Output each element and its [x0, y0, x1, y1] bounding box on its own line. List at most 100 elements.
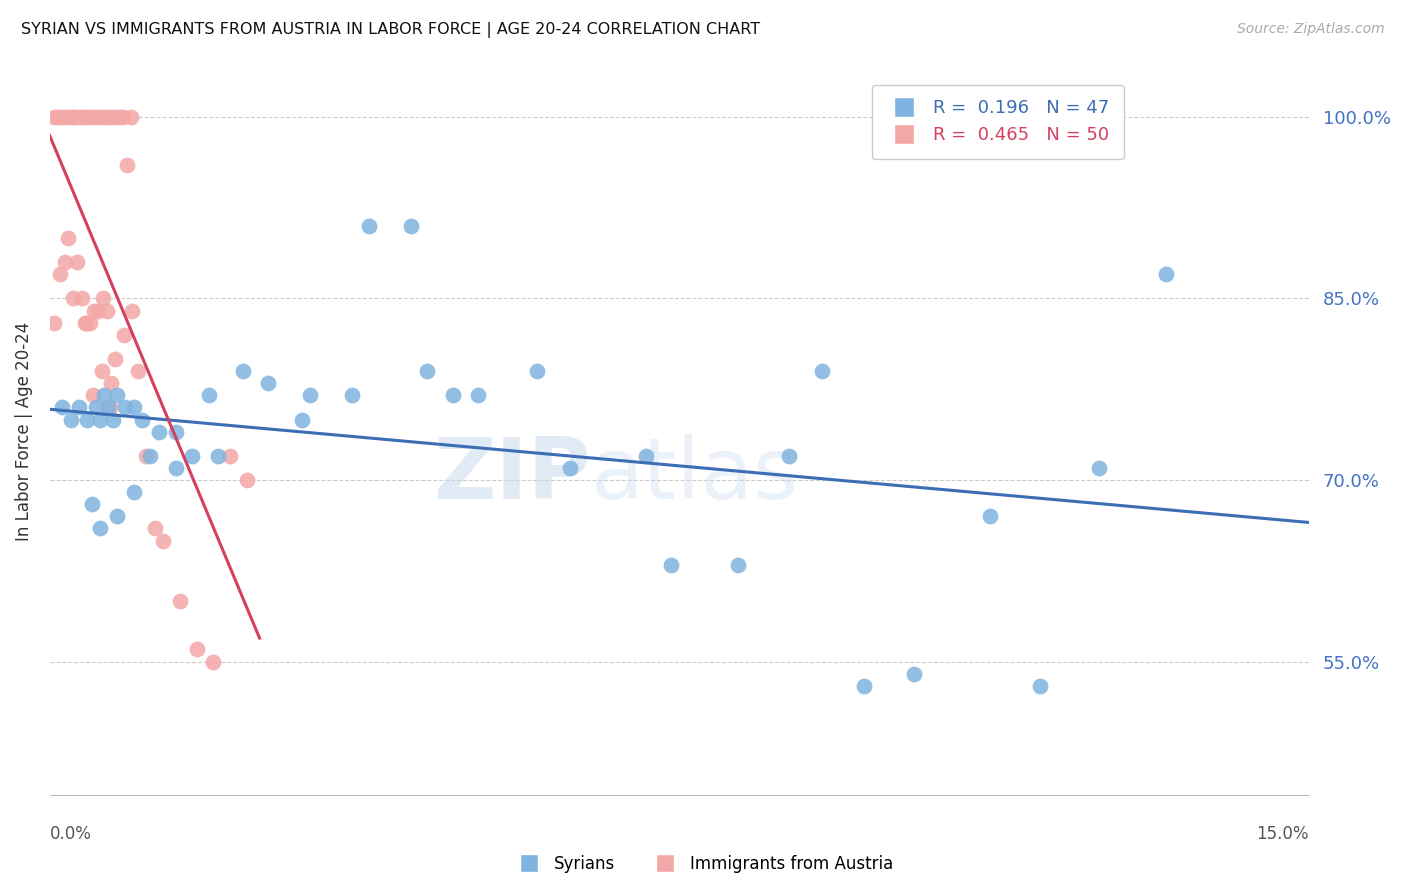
- Point: [76, 412, 98, 426]
- Point: [114, 401, 136, 415]
- Point: [62, 110, 84, 124]
- Point: [127, 364, 149, 378]
- Text: atlas: atlas: [592, 434, 799, 516]
- Y-axis label: In Labor Force | Age 20-24: In Labor Force | Age 20-24: [15, 322, 32, 541]
- Point: [416, 364, 439, 378]
- Point: [441, 388, 464, 402]
- Point: [526, 364, 548, 378]
- Point: [165, 425, 187, 439]
- Point: [148, 425, 170, 439]
- Point: [778, 449, 800, 463]
- Point: [120, 110, 142, 124]
- Text: 15.0%: 15.0%: [1257, 825, 1309, 843]
- Point: [62, 292, 84, 306]
- Point: [290, 412, 312, 426]
- Point: [399, 219, 422, 233]
- Legend: R =  0.196   N = 47, R =  0.465   N = 50: R = 0.196 N = 47, R = 0.465 N = 50: [872, 85, 1123, 159]
- Point: [357, 219, 380, 233]
- Point: [104, 110, 127, 124]
- Point: [202, 655, 225, 669]
- Point: [93, 388, 115, 402]
- Point: [105, 509, 128, 524]
- Point: [98, 110, 121, 124]
- Point: [98, 401, 121, 415]
- Point: [811, 364, 834, 378]
- Point: [107, 110, 129, 124]
- Point: [66, 255, 89, 269]
- Point: [87, 303, 110, 318]
- Point: [1088, 461, 1111, 475]
- Point: [979, 509, 1001, 524]
- Point: [73, 316, 96, 330]
- Point: [82, 110, 104, 124]
- Point: [59, 110, 82, 124]
- Point: [82, 388, 104, 402]
- Point: [135, 449, 157, 463]
- Point: [59, 412, 82, 426]
- Point: [634, 449, 657, 463]
- Point: [143, 521, 166, 535]
- Text: SYRIAN VS IMMIGRANTS FROM AUSTRIA IN LABOR FORCE | AGE 20-24 CORRELATION CHART: SYRIAN VS IMMIGRANTS FROM AUSTRIA IN LAB…: [21, 22, 761, 38]
- Point: [131, 412, 153, 426]
- Point: [104, 351, 127, 366]
- Point: [65, 110, 87, 124]
- Point: [90, 364, 112, 378]
- Point: [73, 110, 96, 124]
- Text: ZIP: ZIP: [433, 434, 592, 516]
- Point: [70, 292, 93, 306]
- Point: [112, 327, 135, 342]
- Point: [232, 364, 254, 378]
- Point: [853, 679, 876, 693]
- Point: [75, 316, 97, 330]
- Point: [79, 316, 101, 330]
- Point: [122, 485, 145, 500]
- Text: Source: ZipAtlas.com: Source: ZipAtlas.com: [1237, 22, 1385, 37]
- Text: 0.0%: 0.0%: [49, 825, 91, 843]
- Point: [105, 388, 128, 402]
- Point: [100, 376, 122, 391]
- Point: [97, 401, 120, 415]
- Point: [1156, 267, 1178, 281]
- Point: [80, 497, 103, 511]
- Point: [181, 449, 204, 463]
- Point: [207, 449, 229, 463]
- Point: [903, 666, 925, 681]
- Point: [186, 642, 208, 657]
- Point: [91, 292, 114, 306]
- Point: [77, 110, 100, 124]
- Point: [198, 388, 221, 402]
- Point: [236, 473, 259, 487]
- Point: [42, 110, 65, 124]
- Point: [340, 388, 363, 402]
- Point: [96, 303, 118, 318]
- Point: [89, 412, 111, 426]
- Point: [84, 401, 107, 415]
- Point: [67, 401, 90, 415]
- Point: [560, 461, 582, 475]
- Point: [219, 449, 242, 463]
- Point: [165, 461, 187, 475]
- Point: [48, 267, 70, 281]
- Point: [467, 388, 489, 402]
- Point: [51, 401, 73, 415]
- Point: [53, 255, 76, 269]
- Point: [89, 521, 111, 535]
- Point: [56, 231, 79, 245]
- Point: [42, 316, 65, 330]
- Point: [727, 558, 749, 572]
- Point: [139, 449, 162, 463]
- Point: [94, 110, 117, 124]
- Point: [90, 110, 112, 124]
- Point: [115, 158, 138, 172]
- Point: [111, 110, 134, 124]
- Point: [257, 376, 280, 391]
- Point: [1029, 679, 1052, 693]
- Point: [55, 110, 77, 124]
- Point: [101, 412, 124, 426]
- Point: [121, 303, 143, 318]
- Legend: Syrians, Immigrants from Austria: Syrians, Immigrants from Austria: [506, 848, 900, 880]
- Point: [86, 110, 108, 124]
- Point: [169, 594, 191, 608]
- Point: [659, 558, 682, 572]
- Point: [122, 401, 145, 415]
